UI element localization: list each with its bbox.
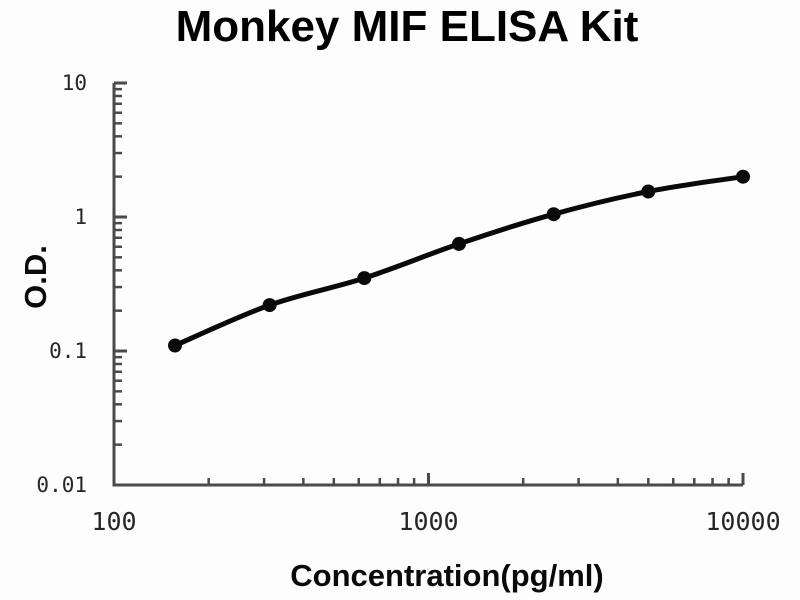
data-point [736,169,750,184]
data-point [357,271,372,286]
data-point [641,184,656,199]
data-point [168,338,182,353]
y-tick-label: 10 [62,71,87,95]
data-point [262,298,277,313]
x-tick-label: 100 [91,507,136,536]
y-tick-label: 0.1 [49,339,87,363]
curve-line [172,174,746,348]
y-tick-label: 0.01 [36,473,87,497]
data-point [546,207,561,222]
axis-line [112,83,743,487]
x-axis-label: Concentration(pg/ml) [290,558,604,593]
x-tick-label: 1000 [398,507,458,536]
data-point [452,236,466,251]
y-tick-label: 1 [74,205,87,229]
chart-title: Monkey MIF ELISA Kit [175,2,639,51]
x-tick-label: 10000 [705,507,780,536]
